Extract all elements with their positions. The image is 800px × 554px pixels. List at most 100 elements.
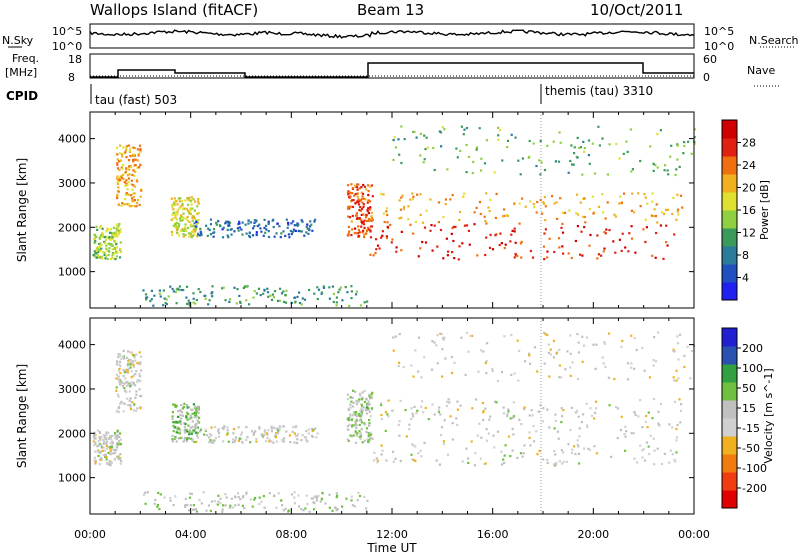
echo-cell <box>277 432 280 435</box>
echo-cell <box>237 426 240 429</box>
echo-cell <box>441 348 444 351</box>
echo-cell <box>105 247 108 250</box>
echo-cell <box>186 503 189 507</box>
echo-cell <box>355 186 359 189</box>
echo-cell <box>293 496 296 499</box>
echo-cell <box>547 343 550 346</box>
echo-cell <box>186 197 189 200</box>
echo-cell <box>195 426 198 429</box>
echo-cell <box>193 416 196 419</box>
echo-cell <box>693 142 697 145</box>
echo-cell <box>136 159 139 162</box>
echo-cell <box>471 172 474 175</box>
echo-cell <box>603 231 606 234</box>
echo-cell <box>185 229 188 233</box>
echo-cell <box>127 181 130 184</box>
echo-cell <box>338 288 341 291</box>
echo-cell <box>633 367 636 370</box>
echo-cell <box>190 225 193 228</box>
echo-cell <box>233 286 236 289</box>
echo-cell <box>551 195 554 198</box>
echo-cell <box>171 434 174 437</box>
echo-cell <box>173 197 176 200</box>
echo-cell <box>409 198 412 201</box>
echo-cell <box>294 426 297 429</box>
echo-cell <box>501 215 505 218</box>
echo-cell <box>581 254 584 257</box>
echo-cell <box>613 213 616 216</box>
echo-cell <box>357 201 360 204</box>
echo-cell <box>553 463 556 466</box>
echo-cell <box>436 334 439 337</box>
echo-cell <box>365 220 369 223</box>
echo-cell <box>101 449 104 452</box>
colorbar-tick-label: 50 <box>742 382 756 395</box>
echo-cell <box>188 406 191 409</box>
echo-cell <box>262 433 266 436</box>
echo-cell <box>105 254 108 257</box>
echo-cell <box>541 212 544 215</box>
echo-cell <box>451 422 454 425</box>
echo-cell <box>118 458 122 461</box>
echo-cell <box>188 196 191 199</box>
echo-cell <box>560 421 563 424</box>
echo-cell <box>98 226 102 229</box>
echo-cell <box>358 234 361 237</box>
echo-cell <box>111 235 114 239</box>
echo-cell <box>542 458 545 461</box>
echo-cell <box>315 499 318 502</box>
echo-cell <box>657 331 660 334</box>
echo-cell <box>436 362 439 365</box>
echo-cell <box>495 192 498 196</box>
echo-cell <box>393 136 396 139</box>
echo-cell <box>264 224 268 227</box>
echo-cell <box>496 430 499 433</box>
echo-cell <box>120 166 123 169</box>
echo-cell <box>627 378 630 381</box>
echo-cell <box>225 220 228 223</box>
echo-cell <box>122 146 125 149</box>
echo-cell <box>252 433 255 436</box>
echo-cell <box>589 233 592 237</box>
echo-cell <box>400 216 403 219</box>
echo-cell <box>255 219 258 222</box>
echo-cell <box>132 153 135 156</box>
echo-cell <box>669 449 672 452</box>
echo-cell <box>560 376 563 379</box>
echo-cell <box>205 434 208 437</box>
echo-cell <box>444 357 447 360</box>
echo-cell <box>191 215 194 218</box>
echo-cell <box>613 377 616 381</box>
echo-cell <box>113 458 116 461</box>
echo-cell <box>465 126 469 130</box>
echo-cell <box>248 234 251 237</box>
echo-cell <box>608 143 611 146</box>
echo-cell <box>390 241 393 244</box>
echo-cell <box>346 191 349 194</box>
echo-cell <box>241 504 244 507</box>
echo-cell <box>236 288 239 291</box>
echo-cell <box>96 450 99 453</box>
echo-cell <box>133 185 136 188</box>
echo-cell <box>129 205 132 208</box>
echo-cell <box>580 421 583 424</box>
echo-cell <box>98 236 101 239</box>
echo-cell <box>190 416 193 419</box>
echo-cell <box>491 367 494 370</box>
echo-cell <box>360 413 364 416</box>
echo-cell <box>193 222 196 225</box>
echo-cell <box>380 444 383 447</box>
echo-cell <box>586 426 589 429</box>
echo-cell <box>368 403 371 406</box>
echo-cell <box>114 258 117 261</box>
echo-cell <box>581 360 584 363</box>
echo-cell <box>431 403 434 406</box>
echo-cell <box>557 437 560 440</box>
echo-cell <box>96 256 99 259</box>
echo-cell <box>672 196 675 199</box>
echo-cell <box>263 506 266 509</box>
echo-cell <box>593 445 596 448</box>
echo-cell <box>346 417 349 420</box>
echo-cell <box>635 348 638 352</box>
echo-cell <box>94 459 97 462</box>
